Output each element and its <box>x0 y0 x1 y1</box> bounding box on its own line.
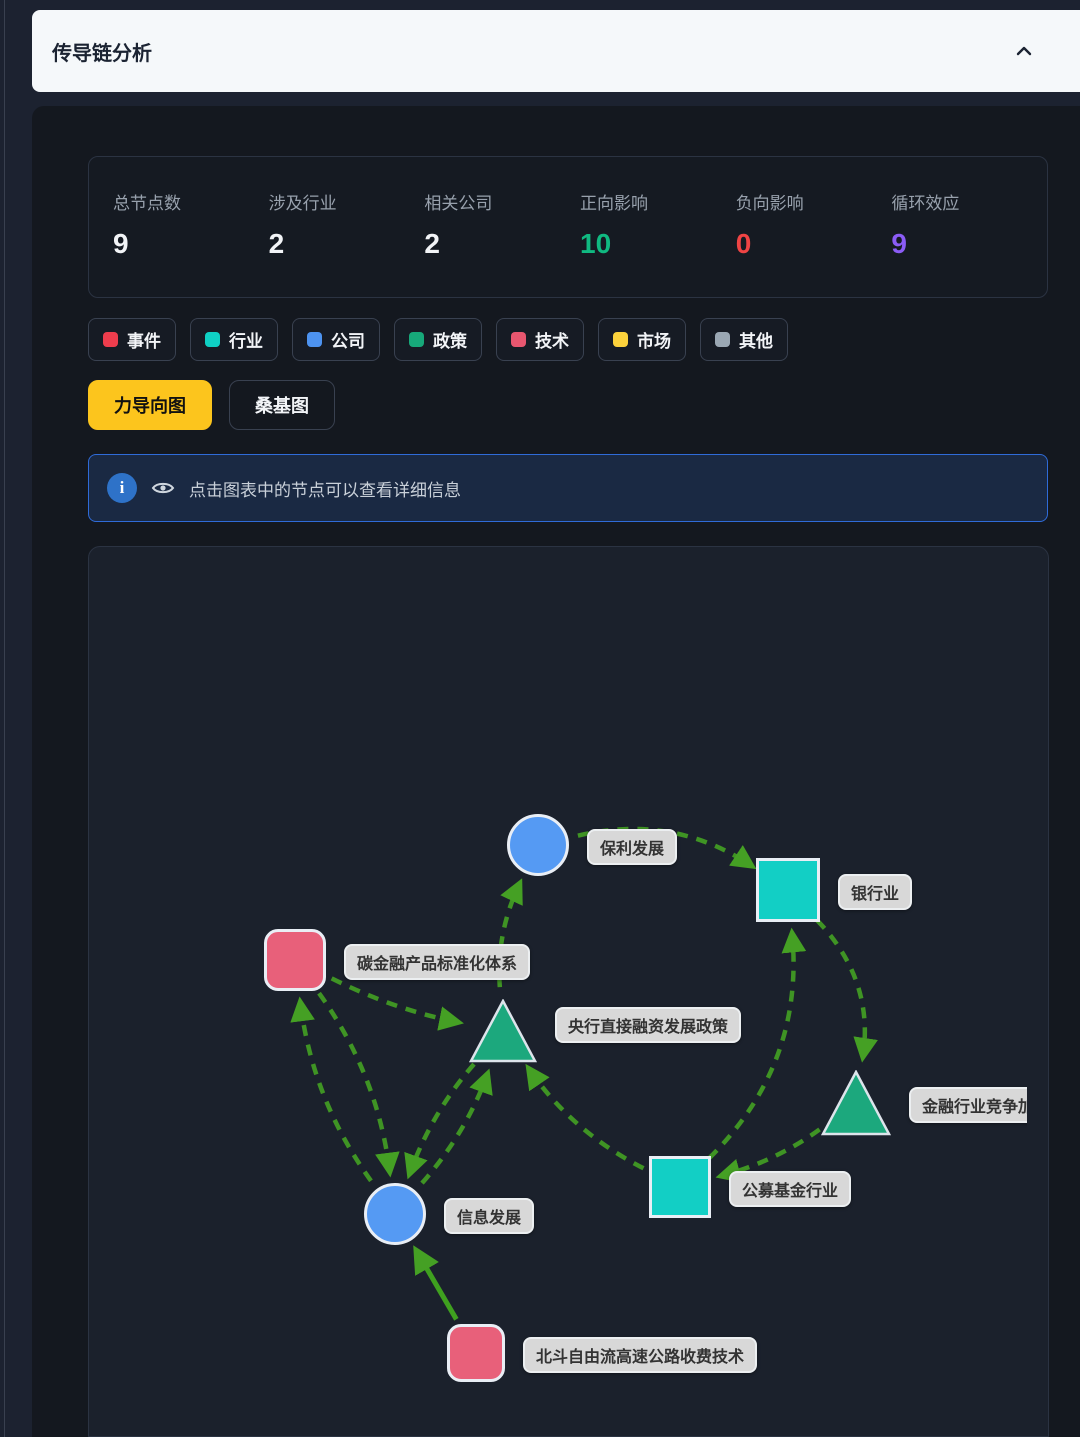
page-left-border <box>4 0 5 1437</box>
legend-swatch <box>307 332 322 347</box>
legend-chip-公司[interactable]: 公司 <box>292 318 380 361</box>
stat-item: 循环效应 9 <box>891 189 1047 297</box>
graph-edge-fund-bank <box>707 927 807 1160</box>
info-icon: i <box>107 473 137 503</box>
stat-value: 2 <box>268 228 285 259</box>
stat-label: 循环效应 <box>891 194 960 213</box>
node-label-carbon: 碳金融产品标准化体系 <box>344 944 531 980</box>
stat-value: 2 <box>424 228 440 259</box>
stat-item: 负向影响 0 <box>736 189 892 297</box>
chevron-up-icon <box>1016 44 1032 59</box>
stat-value: 9 <box>113 228 129 259</box>
legend-label: 市场 <box>637 332 671 351</box>
legend-label: 其他 <box>739 332 773 351</box>
stat-label: 相关公司 <box>424 194 493 213</box>
legend-label: 事件 <box>127 332 161 351</box>
legend-chip-市场[interactable]: 市场 <box>598 318 686 361</box>
graph-edge-info-carbon <box>290 996 373 1183</box>
page-title: 传导链分析 <box>52 42 152 65</box>
force-graph-canvas[interactable]: 保利发展银行业碳金融产品标准化体系央行直接融资发展政策金融行业竞争加剧公募基金行… <box>89 547 1027 1436</box>
legend-chip-其他[interactable]: 其他 <box>700 318 788 361</box>
legend-label: 公司 <box>331 332 365 351</box>
stat-label: 总节点数 <box>113 194 181 213</box>
stat-value: 9 <box>891 228 907 259</box>
graph-edge-carbon-info <box>317 991 400 1178</box>
legend-chip-政策[interactable]: 政策 <box>394 318 482 361</box>
force-graph-button[interactable]: 力导向图 <box>88 380 212 430</box>
legend-chip-事件[interactable]: 事件 <box>88 318 176 361</box>
node-label-info: 信息发展 <box>444 1198 535 1234</box>
node-label-compete: 金融行业竞争加剧 <box>909 1087 1027 1123</box>
legend-swatch <box>409 332 424 347</box>
graph-node-baoli[interactable] <box>507 814 569 876</box>
stat-label: 正向影响 <box>580 194 649 213</box>
legend-swatch <box>511 332 526 347</box>
legend-label: 技术 <box>535 332 569 351</box>
graph-edge-bank-compete <box>815 918 878 1063</box>
graph-edge-carbon-pboc <box>330 976 464 1031</box>
graph-card: 保利发展银行业碳金融产品标准化体系央行直接融资发展政策金融行业竞争加剧公募基金行… <box>88 546 1049 1437</box>
graph-node-beidou[interactable] <box>447 1324 505 1382</box>
stat-item: 相关公司 2 <box>424 189 580 297</box>
graph-edges <box>290 826 878 1321</box>
stat-item: 正向影响 10 <box>580 189 736 297</box>
legend-swatch <box>715 332 730 347</box>
view-switcher: 力导向图 桑基图 <box>88 380 335 430</box>
graph-node-compete[interactable] <box>820 1069 892 1136</box>
node-type-legend: 事件 行业 公司 政策 技术 市场 其他 <box>88 318 788 361</box>
node-label-baoli: 保利发展 <box>587 829 678 865</box>
hint-text: 点击图表中的节点可以查看详细信息 <box>189 480 461 500</box>
legend-label: 政策 <box>433 332 467 351</box>
stat-value: 10 <box>580 228 612 259</box>
legend-label: 行业 <box>229 332 263 351</box>
graph-edge-info-pboc <box>420 1068 493 1185</box>
stat-label: 负向影响 <box>735 194 804 213</box>
legend-swatch <box>613 332 628 347</box>
legend-chip-行业[interactable]: 行业 <box>190 318 278 361</box>
legend-swatch <box>103 332 118 347</box>
analysis-panel: 总节点数 9 涉及行业 2 相关公司 2 正向影响 10 负向影响 0 循环效应 9 事件 行业 公司 政策… <box>32 106 1080 1437</box>
graph-node-pboc[interactable] <box>468 998 538 1063</box>
stat-label: 涉及行业 <box>268 194 337 213</box>
legend-chip-技术[interactable]: 技术 <box>496 318 584 361</box>
graph-edge-pboc-info <box>404 1062 476 1180</box>
eye-icon <box>151 479 175 497</box>
node-label-fund: 公募基金行业 <box>729 1171 852 1207</box>
stat-item: 总节点数 9 <box>113 189 269 297</box>
legend-swatch <box>205 332 220 347</box>
hint-banner: i 点击图表中的节点可以查看详细信息 <box>88 454 1048 522</box>
graph-edge-beidou-info <box>413 1245 459 1321</box>
graph-node-info[interactable] <box>364 1183 426 1245</box>
graph-node-carbon[interactable] <box>264 929 326 991</box>
stat-value: 0 <box>735 228 752 259</box>
node-label-beidou: 北斗自由流高速公路收费技术 <box>523 1337 758 1373</box>
node-label-bank: 银行业 <box>838 874 913 910</box>
graph-node-fund[interactable] <box>649 1156 711 1218</box>
stats-summary: 总节点数 9 涉及行业 2 相关公司 2 正向影响 10 负向影响 0 循环效应 9 <box>88 156 1048 298</box>
graph-edge-compete-fund <box>715 1127 821 1183</box>
sankey-button[interactable]: 桑基图 <box>229 380 335 430</box>
stat-item: 涉及行业 2 <box>269 189 425 297</box>
graph-edge-fund-pboc <box>525 1063 645 1171</box>
collapse-button[interactable] <box>1012 40 1036 63</box>
node-label-pboc: 央行直接融资发展政策 <box>555 1007 742 1043</box>
graph-node-bank[interactable] <box>756 858 820 922</box>
section-header[interactable]: 传导链分析 <box>32 10 1080 92</box>
